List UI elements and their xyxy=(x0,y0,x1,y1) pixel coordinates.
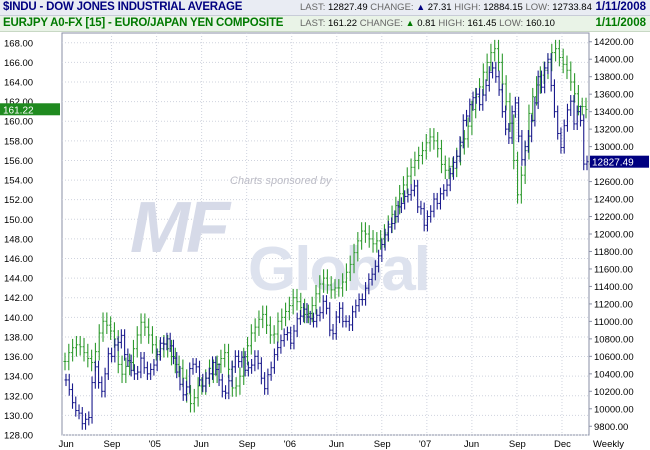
left-axis: 168.00 166.00 164.00 162.00 160.00 158.00 156.… xyxy=(4,38,33,441)
eurjpy-change: 0.81 xyxy=(417,18,436,29)
left-tick-label: 134.00 xyxy=(4,372,33,383)
up-arrow-icon: ▲ xyxy=(405,18,415,28)
x-tick-label: Jun xyxy=(464,439,479,450)
right-tick-label: 14200.00 xyxy=(594,37,634,48)
left-tick-label: 146.00 xyxy=(4,254,33,265)
x-tick-label: Sep xyxy=(104,439,121,450)
eurjpy-date: 1/11/2008 xyxy=(595,17,646,29)
left-tick-label: 160.00 xyxy=(4,117,33,128)
indu-low-label: LOW: xyxy=(525,2,550,13)
logo-global: Global xyxy=(248,235,429,304)
right-tick-label: 12600.00 xyxy=(594,177,634,188)
right-tick-label: 13600.00 xyxy=(594,90,634,101)
right-tick-label: 13400.00 xyxy=(594,107,634,118)
x-tick-label: Jun xyxy=(59,439,74,450)
indu-change: 27.31 xyxy=(427,2,452,13)
indu-symbol: $INDU - DOW JONES INDUSTRIAL AVERAGE xyxy=(3,1,243,13)
eurjpy-last-tag xyxy=(0,103,60,116)
right-tick-label: 12400.00 xyxy=(594,195,634,206)
logo-mf: MF xyxy=(130,188,232,268)
right-tick-label: 12200.00 xyxy=(594,212,634,223)
indu-last-tag-label: 12827.49 xyxy=(592,158,634,169)
left-tick-label: 140.00 xyxy=(4,313,33,324)
left-tick-label: 144.00 xyxy=(4,274,33,285)
left-tick-label: 132.00 xyxy=(4,391,33,402)
plot-area xyxy=(61,32,590,436)
left-tick-label: 150.00 xyxy=(4,215,33,226)
x-tick-label: Weekly xyxy=(593,439,624,450)
right-tick-label: 10600.00 xyxy=(594,352,634,363)
indu-last-tag xyxy=(590,155,649,168)
right-tick-label: 11000.00 xyxy=(594,317,633,328)
left-tick-label: 152.00 xyxy=(4,195,33,206)
x-tick-label: '07 xyxy=(419,439,431,450)
left-tick-label: 128.00 xyxy=(4,431,33,442)
eurjpy-change-label: CHANGE: xyxy=(359,18,403,29)
watermark: Charts sponsored by MF Global xyxy=(130,175,431,304)
right-tick-label: 10000.00 xyxy=(594,404,634,415)
indu-date: 1/11/2008 xyxy=(595,1,646,13)
eurjpy-high-label: HIGH: xyxy=(438,18,465,29)
left-tick-label: 164.00 xyxy=(4,78,33,89)
right-tick-label: 11200.00 xyxy=(594,299,633,310)
up-arrow-icon: ▲ xyxy=(416,2,426,12)
right-tick-label: 13800.00 xyxy=(594,72,634,83)
x-tick-label: Jun xyxy=(194,439,209,450)
right-tick-label: 9800.00 xyxy=(594,422,628,433)
indu-low: 12733.84 xyxy=(552,2,592,13)
x-tick-label: Sep xyxy=(239,439,256,450)
right-tick-label: 14000.00 xyxy=(594,55,634,66)
right-tick-label: 10800.00 xyxy=(594,334,634,345)
indu-header: $INDU - DOW JONES INDUSTRIAL AVERAGE LAS… xyxy=(0,0,650,16)
left-tick-label: 158.00 xyxy=(4,136,33,147)
x-tick-label: '06 xyxy=(284,439,296,450)
grid xyxy=(62,33,589,436)
indu-change-label: CHANGE: xyxy=(370,2,414,13)
left-tick-label: 148.00 xyxy=(4,234,33,245)
eurjpy-low-label: LOW: xyxy=(499,18,524,29)
right-tick-label: 10400.00 xyxy=(594,369,634,380)
left-tick-label: 168.00 xyxy=(4,38,33,49)
x-tick-label: '05 xyxy=(149,439,161,450)
left-tick-label: 142.00 xyxy=(4,293,33,304)
left-tick-label: 166.00 xyxy=(4,58,33,69)
right-tick-label: 13200.00 xyxy=(594,125,634,136)
left-tick-label: 136.00 xyxy=(4,352,33,363)
eurjpy-high: 161.45 xyxy=(467,18,497,29)
indu-series xyxy=(64,53,589,430)
eurjpy-last-label: LAST: xyxy=(300,18,326,29)
left-tick-label: 156.00 xyxy=(4,156,33,167)
eurjpy-last: 161.22 xyxy=(328,18,358,29)
right-tick-label: 10200.00 xyxy=(594,387,634,398)
left-tick-label: 138.00 xyxy=(4,332,33,343)
indu-stats: LAST: 12827.49 CHANGE: ▲ 27.31 HIGH: 128… xyxy=(300,0,592,15)
indu-last: 12827.49 xyxy=(328,2,368,13)
left-tick-label: 162.00 xyxy=(4,97,33,108)
eurjpy-last-tag-label: 161.22 xyxy=(3,105,34,116)
right-tick-label: 12000.00 xyxy=(594,230,634,241)
x-tick-label: Sep xyxy=(509,439,526,450)
right-axis: 14200.00 14000.00 13800.00 13600.00 13400.00… xyxy=(589,37,634,433)
left-tick-label: 154.00 xyxy=(4,176,33,187)
eurjpy-symbol: EURJPY A0-FX [15] - EURO/JAPAN YEN COMPO… xyxy=(3,17,284,29)
right-tick-label: 11600.00 xyxy=(594,264,633,275)
x-tick-label: Dec xyxy=(554,439,571,450)
right-tick-label: 11800.00 xyxy=(594,247,633,258)
right-tick-label: 11400.00 xyxy=(594,282,633,293)
right-tick-label: 13000.00 xyxy=(594,142,634,153)
eurjpy-stats: LAST: 161.22 CHANGE: ▲ 0.81 HIGH: 161.45… xyxy=(300,16,555,31)
x-tick-label: Jun xyxy=(329,439,344,450)
eurjpy-low: 160.10 xyxy=(525,18,555,29)
x-tick-label: Sep xyxy=(374,439,391,450)
left-tick-label: 130.00 xyxy=(4,411,33,422)
indu-last-label: LAST: xyxy=(300,2,326,13)
x-axis: Jun Sep '05 Jun Sep '06 Jun Sep '07 Jun Sep Dec Week… xyxy=(59,439,625,450)
indu-high-label: HIGH: xyxy=(454,2,481,13)
indu-high: 12884.15 xyxy=(483,2,523,13)
sponsor-text: Charts sponsored by xyxy=(230,175,333,187)
price-tags: 161.22 12827.49 xyxy=(0,103,649,169)
eurjpy-header: EURJPY A0-FX [15] - EURO/JAPAN YEN COMPO… xyxy=(0,16,650,32)
